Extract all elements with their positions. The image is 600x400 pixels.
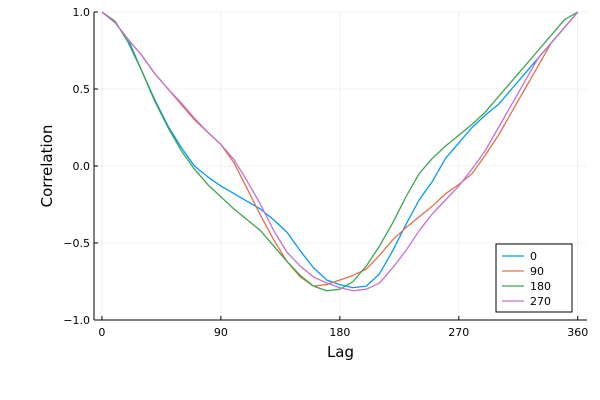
x-tick-label: 180 — [329, 326, 350, 339]
tick-labels: 0 90 180 270 360 −1.0 −0.5 0.0 0.5 1.0 — [63, 6, 588, 339]
y-tick-label: −0.5 — [63, 237, 90, 250]
y-tick-label: 0.0 — [73, 160, 91, 173]
x-axis-label: Lag — [327, 343, 354, 361]
series-line-90 — [101, 11, 579, 287]
y-tick-label: −1.0 — [63, 314, 90, 327]
series-line-0 — [101, 11, 579, 289]
x-tick-label: 360 — [567, 326, 588, 339]
legend-label: 90 — [530, 265, 544, 278]
y-tick-label: 1.0 — [73, 6, 91, 19]
series-line-180 — [101, 11, 579, 292]
y-tick-label: 0.5 — [73, 83, 91, 96]
series-lines — [101, 11, 579, 292]
legend: 0 90 180 270 — [495, 243, 573, 313]
y-axis-label: Correlation — [38, 125, 56, 208]
legend-label: 270 — [530, 295, 551, 308]
x-tick-label: 0 — [98, 326, 105, 339]
x-tick-label: 90 — [214, 326, 228, 339]
series-line-270 — [101, 11, 579, 292]
legend-label: 0 — [530, 250, 537, 263]
axes — [93, 11, 587, 321]
x-tick-label: 270 — [448, 326, 469, 339]
legend-label: 180 — [530, 280, 551, 293]
